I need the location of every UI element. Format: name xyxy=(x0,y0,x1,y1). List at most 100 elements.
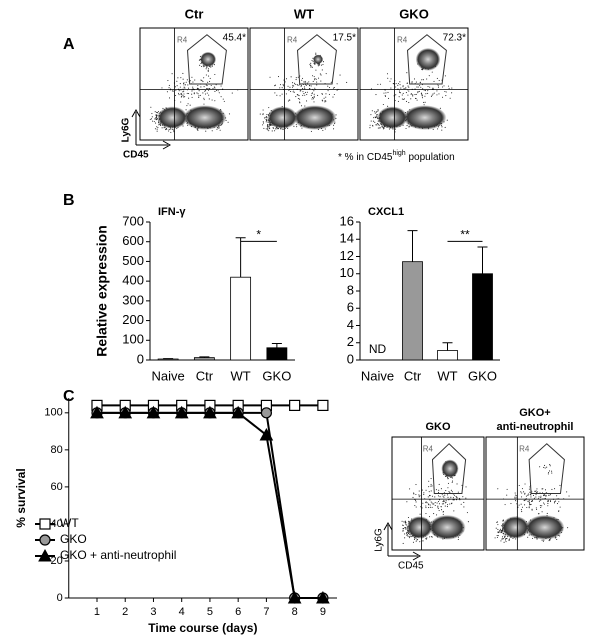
event-dot xyxy=(411,94,412,95)
bar xyxy=(403,262,423,360)
event-dot xyxy=(311,95,312,96)
event-dot xyxy=(526,496,527,497)
event-dot xyxy=(190,105,191,106)
event-dot xyxy=(447,506,448,507)
event-dot xyxy=(436,489,437,490)
event-dot xyxy=(296,126,297,127)
event-dot xyxy=(437,507,438,508)
event-dot xyxy=(177,77,178,78)
event-dot xyxy=(556,495,557,496)
event-dot xyxy=(186,105,187,106)
x-tick-label: 5 xyxy=(207,606,213,618)
event-dot xyxy=(274,130,275,131)
event-dot xyxy=(423,102,424,103)
event-dot xyxy=(301,80,302,81)
event-dot xyxy=(216,129,217,130)
event-dot xyxy=(402,521,403,522)
event-dot xyxy=(175,86,176,87)
event-dot xyxy=(272,130,273,131)
event-dot xyxy=(200,86,201,87)
event-dot xyxy=(449,88,450,89)
event-dot xyxy=(172,73,173,74)
bar xyxy=(267,348,287,360)
event-dot xyxy=(548,473,549,474)
event-dot xyxy=(451,88,452,89)
event-dot xyxy=(420,82,421,83)
event-dot xyxy=(539,466,540,467)
event-dot xyxy=(452,482,453,483)
event-dot xyxy=(425,505,426,506)
event-dot xyxy=(546,467,547,468)
event-dot xyxy=(434,496,435,497)
flow-plot xyxy=(360,28,468,140)
event-dot xyxy=(315,54,316,55)
y-tick-label: 100 xyxy=(122,332,144,347)
event-dot xyxy=(419,91,420,92)
event-dot xyxy=(276,95,277,96)
event-dot xyxy=(203,77,204,78)
event-dot xyxy=(446,91,447,92)
event-dot xyxy=(431,96,432,97)
legend-label: WT xyxy=(60,516,79,530)
event-dot xyxy=(168,87,169,88)
error-bar xyxy=(272,343,282,347)
event-dot xyxy=(382,126,383,127)
flow-plot xyxy=(486,437,584,550)
event-dot xyxy=(387,78,388,79)
event-dot xyxy=(314,88,315,89)
event-dot xyxy=(289,100,290,101)
event-dot xyxy=(214,87,215,88)
event-dot xyxy=(324,98,325,99)
event-dot xyxy=(154,121,155,122)
event-dot xyxy=(400,88,401,89)
event-dot xyxy=(441,509,442,510)
event-dot xyxy=(443,511,444,512)
event-dot xyxy=(204,99,205,100)
event-dot xyxy=(200,95,201,96)
event-dot xyxy=(399,96,400,97)
point xyxy=(290,400,300,410)
event-dot xyxy=(324,101,325,102)
event-dot xyxy=(311,98,312,99)
event-dot xyxy=(502,536,503,537)
event-dot xyxy=(403,543,404,544)
event-dot xyxy=(298,98,299,99)
event-dot xyxy=(297,94,298,95)
event-dot xyxy=(555,501,556,502)
event-dot xyxy=(431,484,432,485)
event-dot xyxy=(266,114,267,115)
event-dot xyxy=(389,81,390,82)
event-dot xyxy=(176,81,177,82)
event-dot xyxy=(180,77,181,78)
event-dot xyxy=(309,64,310,65)
event-dot xyxy=(432,537,433,538)
event-dot xyxy=(206,68,207,69)
event-dot xyxy=(312,97,313,98)
plot-title: anti-neutrophil xyxy=(497,421,574,433)
event-dot xyxy=(150,119,151,120)
event-dot xyxy=(530,496,531,497)
event-dot xyxy=(155,123,156,124)
event-dot xyxy=(431,490,432,491)
event-dot xyxy=(463,506,464,507)
event-dot xyxy=(521,496,522,497)
event-dot xyxy=(444,91,445,92)
event-dot xyxy=(377,84,378,85)
event-dot xyxy=(406,101,407,102)
event-dot xyxy=(497,524,498,525)
event-dot xyxy=(218,90,219,91)
event-dot xyxy=(267,122,268,123)
x-axis-label: Time course (days) xyxy=(148,621,257,635)
event-dot xyxy=(543,541,544,542)
event-dot xyxy=(436,514,437,515)
event-dot xyxy=(407,535,408,536)
event-dot xyxy=(545,467,546,468)
event-dot xyxy=(408,91,409,92)
event-dot xyxy=(206,74,207,75)
event-dot xyxy=(447,494,448,495)
event-dot xyxy=(180,101,181,102)
event-dot xyxy=(304,95,305,96)
y-tick-label: 12 xyxy=(340,248,354,263)
y-axis-label: Relative expression xyxy=(94,225,110,357)
event-dot xyxy=(297,85,298,86)
